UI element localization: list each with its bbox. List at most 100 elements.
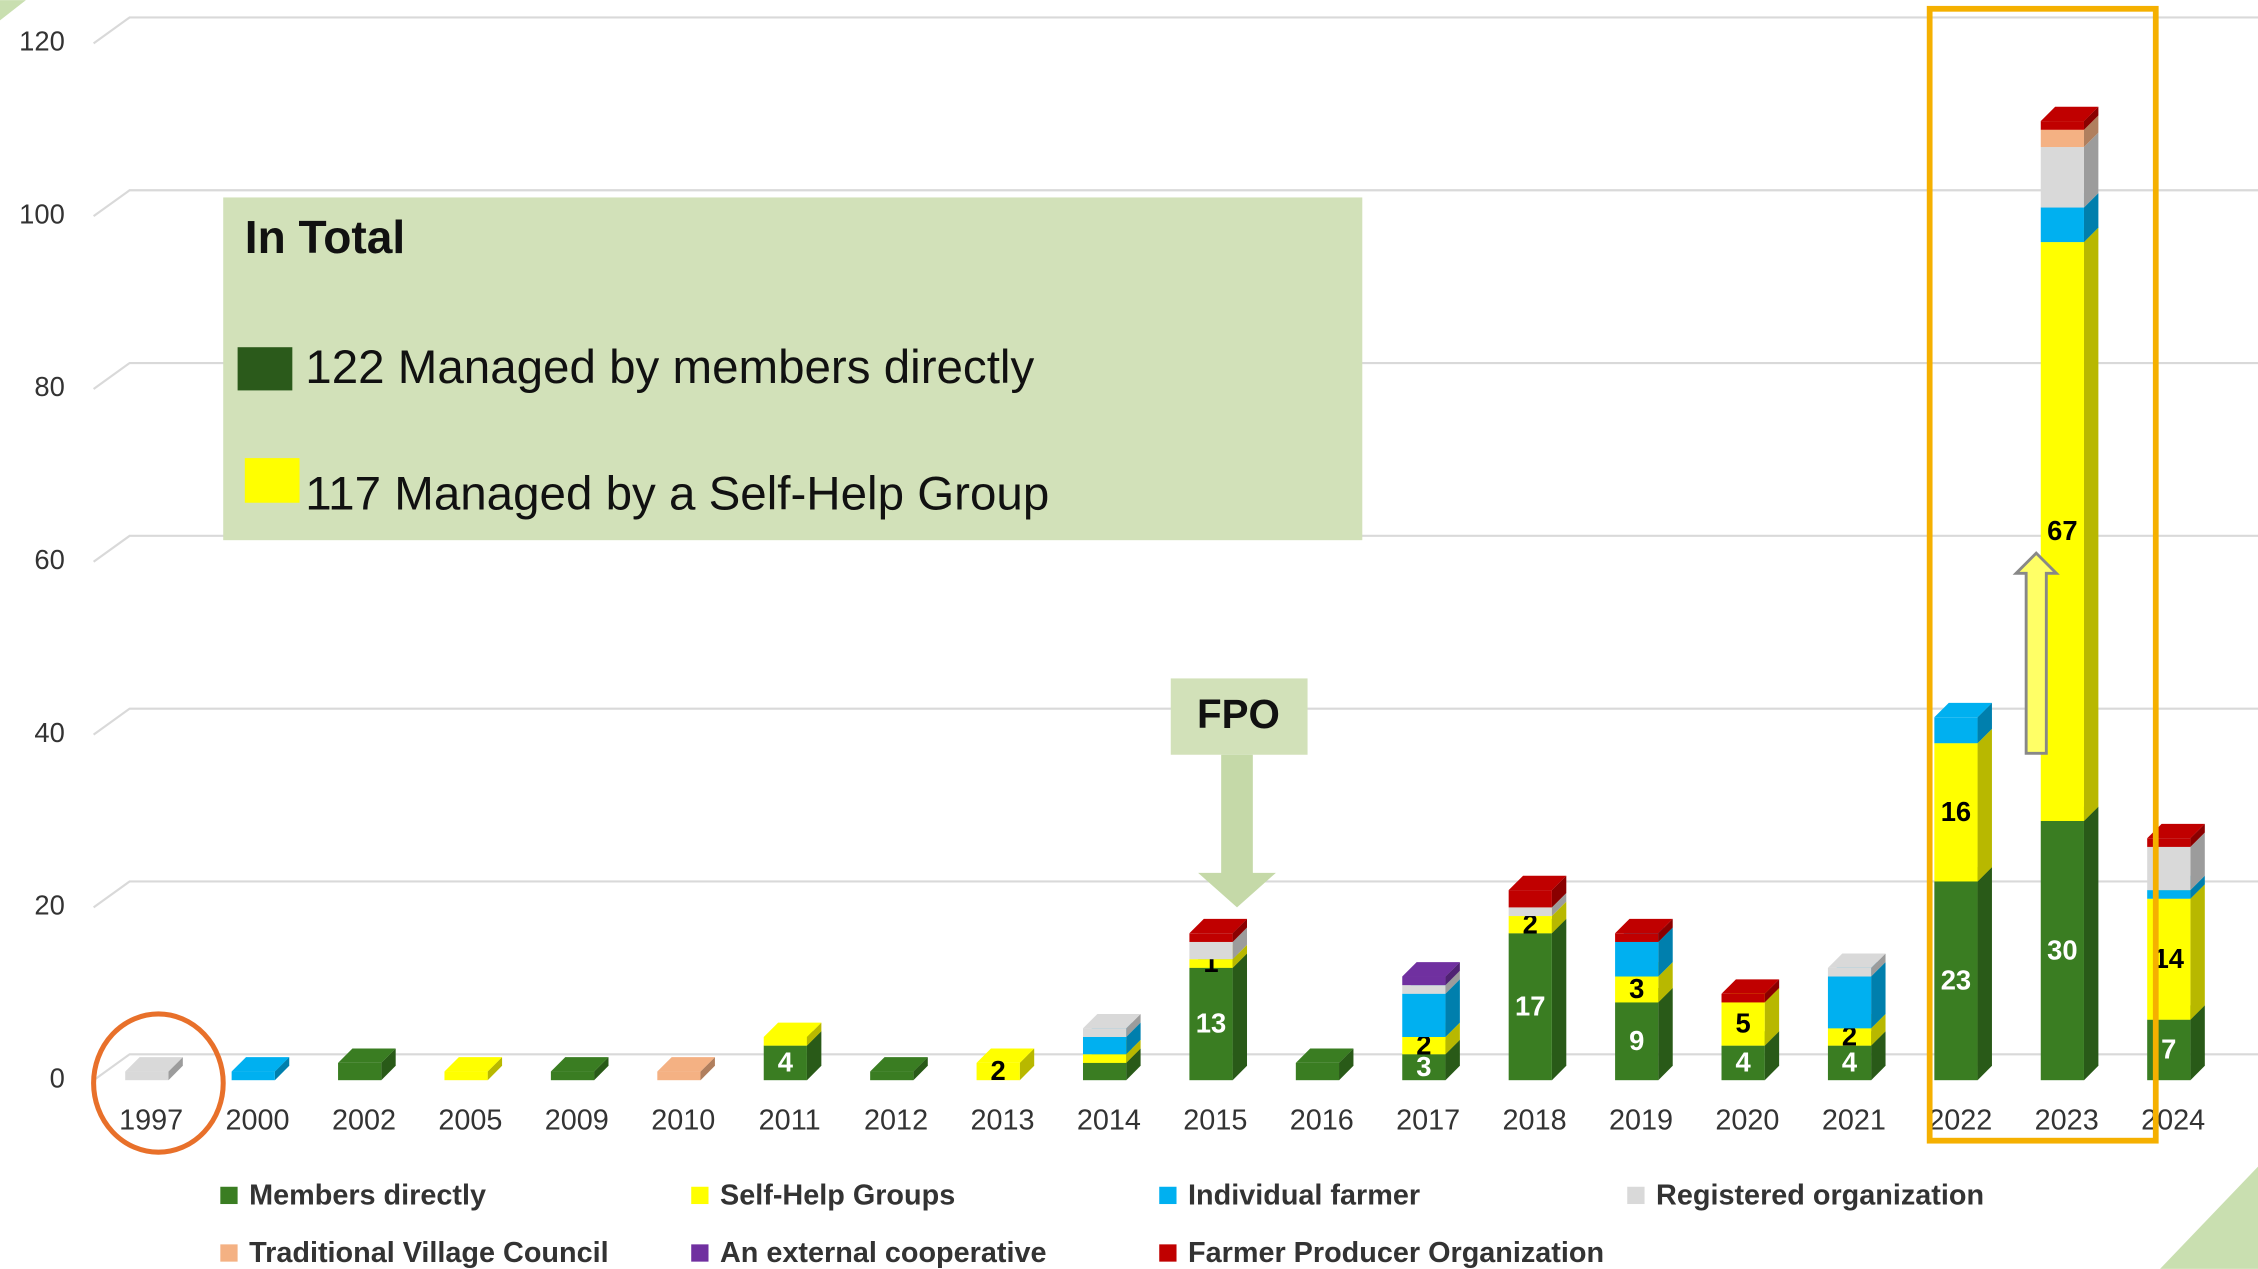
bar-side xyxy=(1977,728,1992,882)
bar-segment xyxy=(1082,1028,1127,1037)
value-label: 17 xyxy=(1515,990,1545,1021)
bar-segment xyxy=(1508,933,1552,1081)
bar-side-shade xyxy=(1445,1039,1460,1081)
bar-side-shade xyxy=(2083,106,2099,130)
bar-side xyxy=(1339,1048,1354,1081)
bar-side-shade xyxy=(2083,227,2099,821)
bar-side xyxy=(1551,875,1567,908)
bar-segment xyxy=(1402,985,1446,994)
axis-labels: 0 20 40 60 80 100 120 1997 2000 2002 2005 2009 2010 2… xyxy=(19,26,2205,1137)
bar-side-shade xyxy=(1551,892,1567,917)
bar-side xyxy=(2083,106,2099,130)
x-tick-label: 2024 xyxy=(2141,1105,2205,1137)
bar-segment xyxy=(1189,967,1233,1081)
bar-top xyxy=(1402,962,1460,977)
grid-line xyxy=(92,707,2258,736)
bar-side-shade xyxy=(168,1057,183,1081)
x-tick-label: 2011 xyxy=(759,1105,821,1137)
bar-segment xyxy=(1721,1045,1765,1081)
bar-segment xyxy=(1827,967,1872,977)
bar-side xyxy=(1658,918,1673,942)
grid-line xyxy=(92,189,2258,218)
legend-swatch xyxy=(1159,1244,1177,1262)
bar-side xyxy=(2190,1005,2205,1081)
bar-side-shade xyxy=(913,1057,928,1081)
bar-segment xyxy=(1934,743,1978,882)
bar-side xyxy=(1658,988,1673,1081)
bar-side-shade xyxy=(381,1048,396,1081)
x-tick-label: 2018 xyxy=(1503,1105,1567,1137)
bar-segment xyxy=(2040,147,2084,208)
bar-side-shade xyxy=(1232,944,1248,968)
bar-side xyxy=(1871,1013,1886,1046)
x-tick-label: 1997 xyxy=(119,1105,183,1137)
value-label: 5 xyxy=(1736,1008,1751,1039)
bar-side-shade xyxy=(1871,1013,1886,1046)
bar-side-shade xyxy=(1551,918,1567,1081)
bar-side-shade xyxy=(1019,1048,1035,1081)
bar-segment xyxy=(2040,242,2084,821)
bar-top xyxy=(338,1048,396,1063)
bar-side xyxy=(1551,901,1567,934)
value-label: 3 xyxy=(1629,973,1644,1004)
value-label: 2 xyxy=(1523,908,1538,939)
bar-segment xyxy=(1508,890,1552,908)
legend-swatch xyxy=(691,1186,709,1205)
y-tick-label: 20 xyxy=(34,890,64,921)
total-title: In Total xyxy=(245,211,405,263)
legend-label: Registered organization xyxy=(1656,1179,1984,1211)
x-tick-label: 2023 xyxy=(2035,1105,2099,1137)
bar-top xyxy=(550,1057,609,1072)
value-label: 30 xyxy=(2047,934,2077,965)
bar-top xyxy=(1934,702,1992,718)
bar-top xyxy=(444,1057,503,1072)
bar-segment xyxy=(1934,717,1978,744)
bar-side-shade xyxy=(2083,193,2099,243)
bar-segment xyxy=(976,1062,1020,1081)
bar-side-shade xyxy=(1551,875,1567,908)
bar-side xyxy=(1232,927,1248,960)
x-tick-label: 2016 xyxy=(1290,1105,1354,1137)
bar-side-shade xyxy=(1445,962,1460,986)
bar-segment xyxy=(2040,820,2084,1081)
value-label: 4 xyxy=(778,1047,794,1078)
y-tick-label: 80 xyxy=(34,371,64,402)
bar-side xyxy=(168,1057,183,1081)
bar-side-shade xyxy=(1126,1022,1141,1055)
bar-side-shade xyxy=(806,1022,822,1046)
bar-side-shade xyxy=(2190,1005,2205,1081)
bar-side-shade xyxy=(1126,1013,1141,1037)
bar-segment xyxy=(550,1071,595,1081)
bar-segment xyxy=(1508,916,1552,934)
bar-side xyxy=(1445,979,1460,1037)
shg-swatch xyxy=(244,458,300,503)
bar-side xyxy=(2190,823,2205,847)
fpo-arrow xyxy=(1198,754,1276,908)
value-label: 9 xyxy=(1629,1025,1644,1056)
bar-segment xyxy=(763,1036,807,1046)
shg-total: 117 Managed by a Self-Help Group xyxy=(305,468,1049,521)
bar-segment xyxy=(1402,1036,1446,1055)
bar-side xyxy=(1126,1022,1141,1055)
bar-side-shade xyxy=(274,1057,290,1081)
bar-segment xyxy=(2147,890,2191,899)
y-tick-label: 100 xyxy=(19,198,65,229)
bar-side-shade xyxy=(1126,1039,1141,1063)
bar-segment xyxy=(1508,907,1552,917)
bar-side xyxy=(274,1057,290,1081)
value-label: 3 xyxy=(1416,1051,1431,1082)
bar-side-shade xyxy=(1658,962,1673,1003)
bar-side xyxy=(1977,867,1992,1081)
bar-side xyxy=(913,1057,928,1081)
bar-side xyxy=(487,1057,503,1081)
bar-side xyxy=(1019,1048,1035,1081)
value-label: 4 xyxy=(1842,1047,1858,1078)
bar-segment xyxy=(1615,941,1659,977)
bar-segment xyxy=(1082,1036,1127,1055)
bar-side xyxy=(2083,115,2099,148)
bar-side-shade xyxy=(1764,979,1780,1003)
legend-swatch xyxy=(220,1244,238,1262)
members-swatch xyxy=(237,347,293,391)
x-tick-label: 2019 xyxy=(1609,1105,1673,1137)
